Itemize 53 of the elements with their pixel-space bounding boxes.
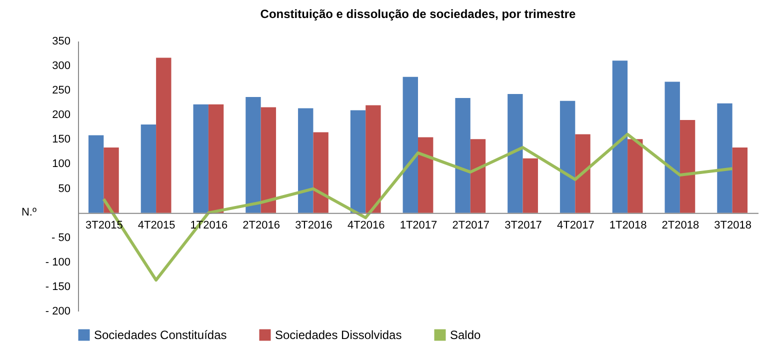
chart-title: Constituição e dissolução de sociedades, por trimestre <box>260 7 576 21</box>
x-tick-label: 2T2016 <box>242 219 280 232</box>
y-tick-label: - 200 <box>45 306 70 318</box>
y-tick-label: - 50 <box>52 232 70 244</box>
x-tick-label: 4T2015 <box>138 219 176 232</box>
x-tick-label: 1T2017 <box>400 219 438 232</box>
y-tick-label: 350 <box>52 36 70 48</box>
y-tick-label: 250 <box>52 84 70 97</box>
bar <box>455 98 470 213</box>
x-tick-label: 3T2018 <box>714 219 752 232</box>
bar <box>260 107 276 213</box>
y-axis-title: N.º <box>21 206 36 218</box>
bar <box>402 76 418 213</box>
x-tick-label: 3T2016 <box>295 219 332 232</box>
legend-label: Sociedades Constituídas <box>94 328 227 342</box>
bar <box>156 58 172 213</box>
bar <box>193 104 208 213</box>
y-tick-label: 150 <box>52 134 70 146</box>
y-tick-label: 100 <box>52 158 70 170</box>
bar <box>522 158 538 213</box>
y-tick-label: - 150 <box>45 280 70 293</box>
x-tick-label: 1T2018 <box>609 219 647 232</box>
x-tick-label: 2T2018 <box>662 219 700 232</box>
x-tick-label: 3T2017 <box>504 219 542 232</box>
bar <box>418 137 434 213</box>
y-tick-label: 50 <box>58 182 70 195</box>
bar <box>717 103 732 213</box>
x-tick-label: 4T2017 <box>557 219 594 232</box>
bar <box>298 108 314 213</box>
bar <box>104 148 119 213</box>
bar <box>628 139 643 213</box>
bar <box>366 105 381 213</box>
x-tick-label: 4T2016 <box>347 219 385 232</box>
bar <box>575 134 590 213</box>
bar <box>732 148 748 213</box>
bar <box>88 135 104 213</box>
bar <box>246 96 261 213</box>
bar <box>508 94 523 213</box>
bar <box>313 132 328 213</box>
bar <box>680 120 696 213</box>
legend-label: Saldo <box>450 328 482 342</box>
bar <box>350 110 366 213</box>
y-tick-label: - 100 <box>45 256 70 268</box>
bar <box>560 100 576 213</box>
bar <box>612 60 628 213</box>
y-tick-label: 300 <box>52 60 70 72</box>
bar <box>664 82 680 213</box>
y-tick-label: 200 <box>52 109 70 122</box>
x-tick-label: 2T2017 <box>452 219 490 232</box>
bar <box>140 124 156 213</box>
legend-label: Sociedades Dissolvidas <box>275 328 402 342</box>
bar <box>208 104 224 213</box>
bar <box>470 139 486 213</box>
